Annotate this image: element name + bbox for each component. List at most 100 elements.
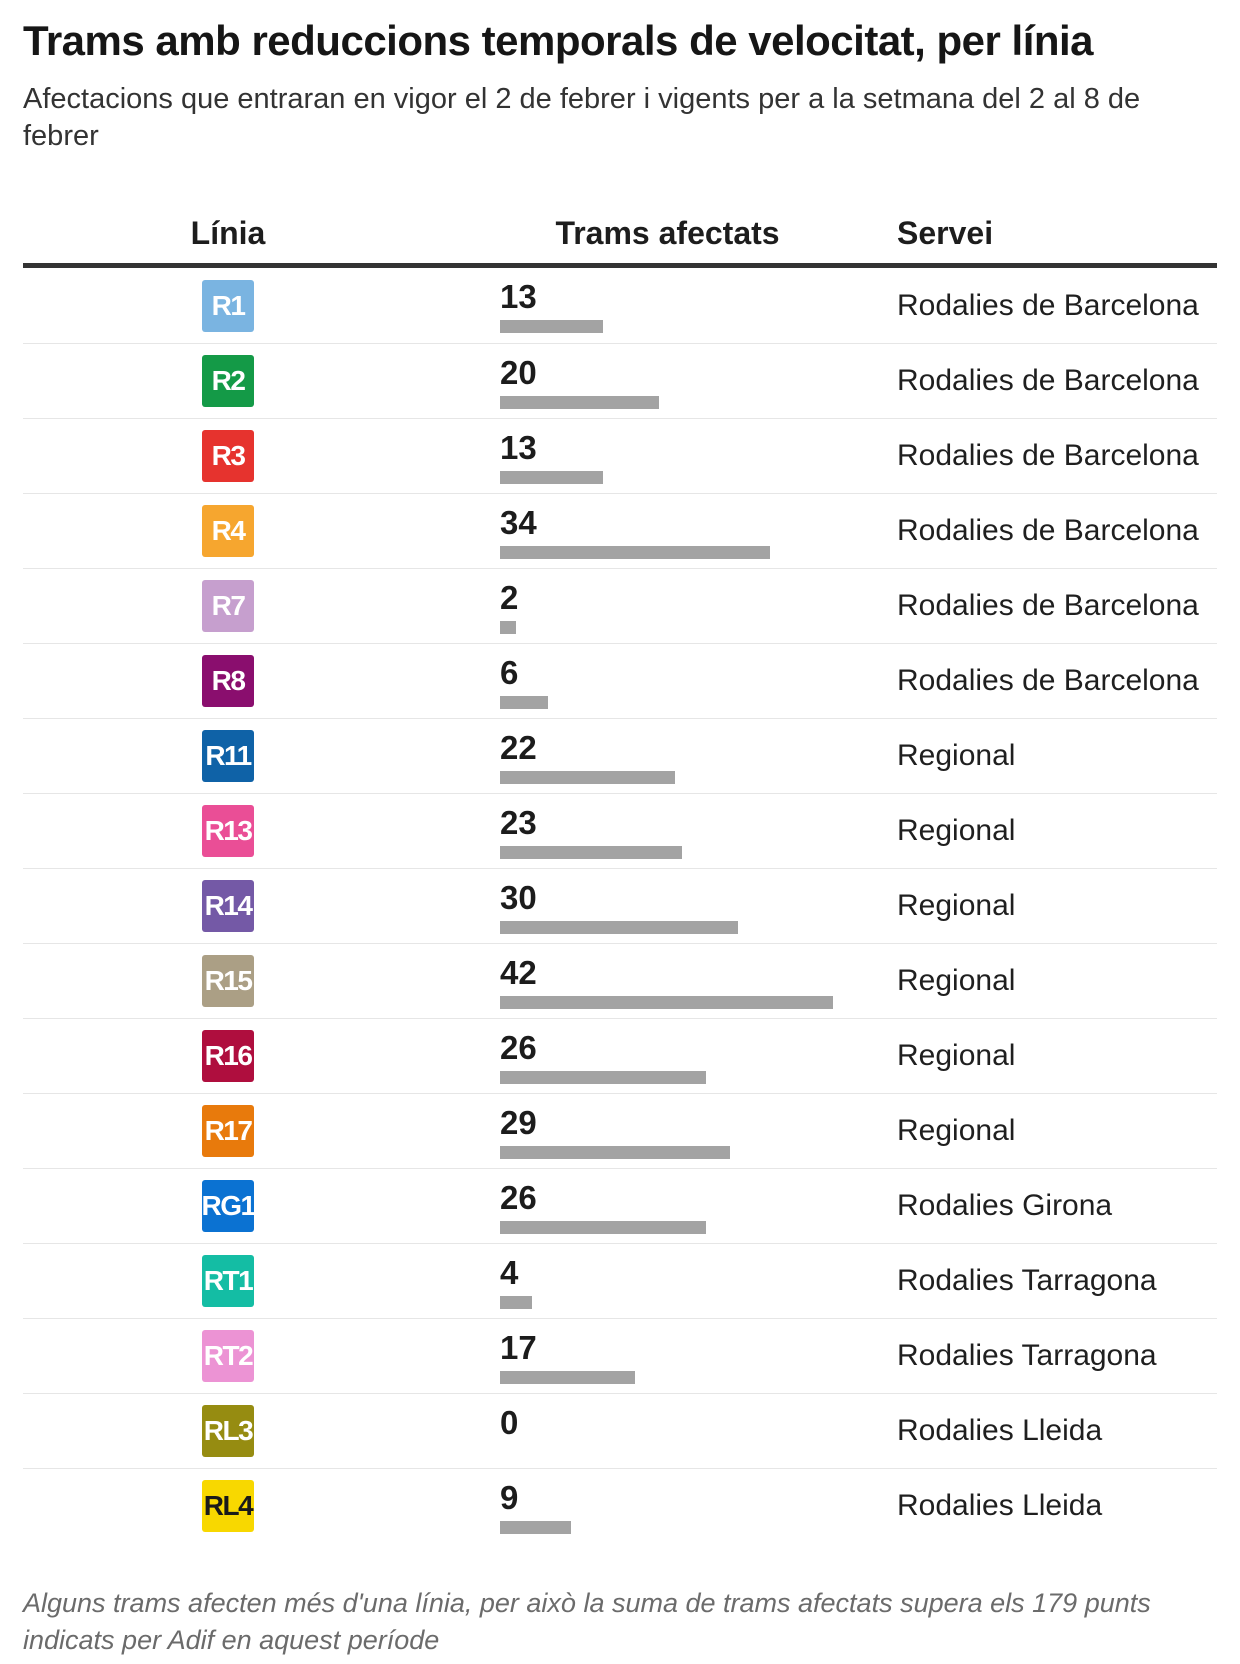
table-row: R14 30 Regional <box>23 868 1217 943</box>
trams-cell: 20 <box>455 354 880 409</box>
line-cell: R8 <box>23 655 455 708</box>
table-row: R15 42 Regional <box>23 943 1217 1018</box>
trams-cell: 0 <box>455 1404 880 1459</box>
trams-value: 6 <box>500 653 519 691</box>
line-badge: R15 <box>202 955 254 1008</box>
trams-bar <box>500 695 548 709</box>
line-cell: R13 <box>23 805 455 858</box>
trams-bar <box>500 395 659 409</box>
line-cell: RT1 <box>23 1255 455 1308</box>
page-title: Trams amb reduccions temporals de veloci… <box>23 17 1094 64</box>
service-label: Rodalies de Barcelona <box>897 589 1199 623</box>
service-label: Rodalies de Barcelona <box>897 664 1199 698</box>
table-row: RT1 4 Rodalies Tarragona <box>23 1243 1217 1318</box>
trams-bar <box>500 845 683 859</box>
line-cell: R11 <box>23 730 455 783</box>
trams-cell: 4 <box>455 1254 880 1309</box>
trams-bar <box>500 770 675 784</box>
table-row: R4 34 Rodalies de Barcelona <box>23 493 1217 568</box>
table-row: R1 13 Rodalies de Barcelona <box>23 268 1217 343</box>
table-row: R8 6 Rodalies de Barcelona <box>23 643 1217 718</box>
trams-cell: 26 <box>455 1029 880 1084</box>
trams-bar <box>500 620 516 634</box>
trams-value: 13 <box>500 428 537 466</box>
trams-bar <box>500 470 604 484</box>
trams-bar <box>500 545 770 559</box>
trams-cell: 13 <box>455 278 880 334</box>
trams-value: 9 <box>500 1478 519 1516</box>
line-badge: RL3 <box>202 1405 254 1458</box>
service-label: Rodalies Tarragona <box>897 1339 1157 1373</box>
trams-value: 30 <box>500 878 537 916</box>
table-row: RG1 26 Rodalies Girona <box>23 1168 1217 1243</box>
trams-value: 29 <box>500 1103 537 1141</box>
trams-cell: 17 <box>455 1329 880 1384</box>
line-badge: R14 <box>202 880 254 933</box>
service-label: Rodalies Lleida <box>897 1489 1103 1523</box>
table-row: R11 22 Regional <box>23 718 1217 793</box>
trams-bar <box>500 1370 635 1384</box>
line-cell: RL4 <box>23 1480 455 1533</box>
column-header-servei: Servei <box>897 214 994 251</box>
trams-cell: 22 <box>455 729 880 784</box>
trams-value: 17 <box>500 1328 537 1366</box>
trams-value: 20 <box>500 353 537 391</box>
trams-value: 2 <box>500 578 519 616</box>
service-label: Regional <box>897 739 1016 773</box>
line-badge: R8 <box>202 655 254 708</box>
table-row: R2 20 Rodalies de Barcelona <box>23 343 1217 418</box>
trams-value: 42 <box>500 953 537 991</box>
table-row: R13 23 Regional <box>23 793 1217 868</box>
service-label: Regional <box>897 1114 1016 1148</box>
trams-cell: 34 <box>455 504 880 559</box>
line-badge: RT1 <box>202 1255 254 1308</box>
line-badge: R2 <box>202 355 254 408</box>
line-cell: R1 <box>23 279 455 332</box>
lines-table: Línia Trams afectats Servei R1 13 Rodalies… <box>23 154 1217 1543</box>
table-row: R7 2 Rodalies de Barcelona <box>23 568 1217 643</box>
line-cell: R14 <box>23 880 455 933</box>
table-body: R1 13 Rodalies de Barcelona R2 20 Rodalies de… <box>23 268 1217 1543</box>
table-header-row: Línia Trams afectats Servei <box>23 154 1217 269</box>
line-cell: RG1 <box>23 1180 455 1233</box>
trams-cell: 29 <box>455 1104 880 1159</box>
trams-bar <box>500 320 604 334</box>
line-badge: R7 <box>202 580 254 633</box>
trams-value: 22 <box>500 728 537 766</box>
table-row: RL3 0 Rodalies Lleida <box>23 1393 1217 1468</box>
trams-value: 34 <box>500 503 537 541</box>
line-badge: R4 <box>202 505 254 558</box>
service-label: Rodalies de Barcelona <box>897 288 1199 322</box>
trams-cell: 2 <box>455 579 880 634</box>
column-header-trams: Trams afectats <box>555 214 780 251</box>
table-row: R3 13 Rodalies de Barcelona <box>23 418 1217 493</box>
trams-value: 0 <box>500 1403 519 1441</box>
line-cell: R3 <box>23 430 455 483</box>
table-row: RL4 9 Rodalies Lleida <box>23 1468 1217 1543</box>
line-badge: R17 <box>202 1105 254 1158</box>
line-badge: RG1 <box>201 1180 256 1233</box>
footnote: Alguns trams afecten més d'una línia, pe… <box>23 1588 1151 1655</box>
line-cell: RL3 <box>23 1405 455 1458</box>
trams-bar <box>500 920 738 934</box>
line-badge: R13 <box>202 805 254 858</box>
service-label: Rodalies de Barcelona <box>897 514 1199 548</box>
trams-bar <box>500 1145 730 1159</box>
trams-cell: 42 <box>455 954 880 1009</box>
trams-bar <box>500 995 834 1009</box>
line-cell: R7 <box>23 580 455 633</box>
service-label: Regional <box>897 814 1016 848</box>
line-badge: R11 <box>202 730 254 783</box>
trams-bar <box>500 1220 707 1234</box>
service-label: Regional <box>897 1039 1016 1073</box>
service-label: Rodalies Girona <box>897 1189 1113 1223</box>
trams-cell: 13 <box>455 429 880 484</box>
line-badge: R3 <box>202 430 254 483</box>
line-badge: RT2 <box>202 1330 254 1383</box>
trams-value: 4 <box>500 1253 519 1291</box>
service-label: Regional <box>897 964 1016 998</box>
service-label: Rodalies Lleida <box>897 1414 1103 1448</box>
trams-bar <box>500 1520 572 1534</box>
table-row: R17 29 Regional <box>23 1093 1217 1168</box>
